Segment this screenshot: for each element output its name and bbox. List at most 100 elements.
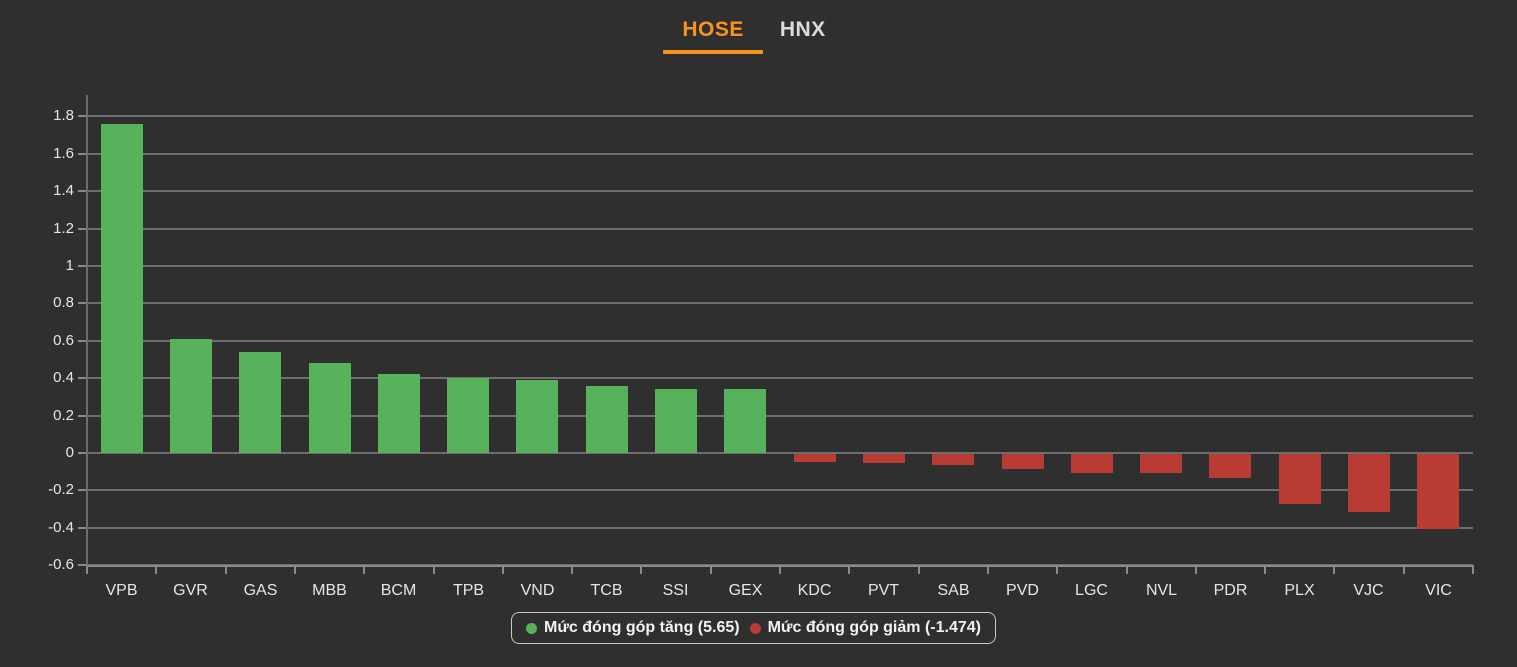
bar-LGC[interactable] — [1071, 454, 1113, 473]
bar-GEX[interactable] — [724, 389, 766, 453]
x-axis-tick — [225, 567, 227, 574]
x-axis-tick — [1264, 567, 1266, 574]
y-axis-tick-1.4 — [78, 190, 87, 192]
x-axis-tick — [1126, 567, 1128, 574]
x-axis-tick — [1056, 567, 1058, 574]
x-axis-tick — [918, 567, 920, 574]
y-axis-label--0.6: -0.6 — [48, 556, 74, 573]
x-axis-tick — [1472, 567, 1474, 574]
y-axis-tick-1 — [78, 265, 87, 267]
x-label-KDC: KDC — [797, 582, 832, 599]
y-axis-line — [86, 95, 88, 567]
x-axis-tick — [363, 567, 365, 574]
y-axis-tick-0.6 — [78, 340, 87, 342]
y-axis-label-1.4: 1.4 — [53, 182, 74, 199]
x-axis-tick — [640, 567, 642, 574]
legend-decrease-label: Mức đóng góp giảm (-1.474) — [767, 619, 981, 636]
bar-PLX[interactable] — [1279, 454, 1321, 504]
legend-item-decrease[interactable]: Mức đóng góp giảm (-1.474) — [749, 619, 981, 637]
x-label-GVR: GVR — [173, 582, 208, 599]
x-label-GAS: GAS — [243, 582, 278, 599]
y-axis-tick--0.4 — [78, 527, 87, 529]
gridline-1 — [87, 265, 1473, 267]
bar-TPB[interactable] — [447, 378, 489, 453]
gridline-1.2 — [87, 228, 1473, 230]
tab-hnx-label: HNX — [779, 18, 826, 41]
x-label-GEX: GEX — [728, 582, 763, 599]
x-axis-tick — [294, 567, 296, 574]
x-label-NVL: NVL — [1145, 582, 1178, 599]
x-axis-tick — [433, 567, 435, 574]
gridline-0.4 — [87, 377, 1473, 379]
x-label-MBB: MBB — [312, 582, 347, 599]
gridline-1.8 — [87, 115, 1473, 117]
y-axis-label-0.8: 0.8 — [53, 294, 74, 311]
gridline-1.4 — [87, 190, 1473, 192]
y-axis-label-1: 1 — [65, 257, 74, 274]
x-axis-tick — [571, 567, 573, 574]
x-axis-tick — [1195, 567, 1197, 574]
x-label-PLX: PLX — [1284, 582, 1315, 599]
bar-VND[interactable] — [516, 380, 558, 453]
bar-PVD[interactable] — [1002, 454, 1044, 469]
y-axis-label-0.6: 0.6 — [53, 332, 74, 349]
y-axis-tick-0.2 — [78, 415, 87, 417]
increase-dot-icon — [526, 622, 538, 634]
legend-item-increase[interactable]: Mức đóng góp tăng (5.65) — [526, 619, 740, 637]
bar-TCB[interactable] — [586, 386, 628, 453]
active-tab-underline — [663, 50, 763, 54]
bar-BCM[interactable] — [378, 374, 420, 453]
x-label-BCM: BCM — [380, 582, 417, 599]
y-axis-label-0.4: 0.4 — [53, 369, 74, 386]
bar-VJC[interactable] — [1348, 454, 1390, 512]
x-axis-tick — [502, 567, 504, 574]
x-label-VND: VND — [520, 582, 555, 599]
y-axis-tick--0.6 — [78, 564, 87, 566]
bar-GVR[interactable] — [170, 339, 212, 453]
y-axis-tick-0.4 — [78, 377, 87, 379]
bar-VIC[interactable] — [1417, 454, 1459, 529]
bar-SSI[interactable] — [655, 389, 697, 453]
y-axis-tick--0.2 — [78, 489, 87, 491]
tab-hose-label: HOSE — [682, 18, 744, 41]
bar-SAB[interactable] — [932, 454, 974, 465]
decrease-dot-icon — [749, 622, 761, 634]
gridline--0.4 — [87, 527, 1473, 529]
y-axis-tick-1.2 — [78, 228, 87, 230]
gridline-0 — [87, 452, 1473, 454]
x-axis-tick — [86, 567, 88, 574]
y-axis-label-1.8: 1.8 — [53, 107, 74, 124]
exchange-tabs: HOSE HNX — [0, 14, 1517, 54]
y-axis-tick-0.8 — [78, 302, 87, 304]
bar-GAS[interactable] — [239, 352, 281, 453]
x-axis-tick — [848, 567, 850, 574]
gridline--0.2 — [87, 489, 1473, 491]
x-label-VJC: VJC — [1353, 582, 1384, 599]
x-axis-tick — [779, 567, 781, 574]
bar-MBB[interactable] — [309, 363, 351, 453]
x-label-PDR: PDR — [1213, 582, 1248, 599]
y-axis-label-1.2: 1.2 — [53, 220, 74, 237]
y-axis-label--0.2: -0.2 — [48, 481, 74, 498]
x-axis-tick — [1333, 567, 1335, 574]
x-axis-tick — [987, 567, 989, 574]
gridline-0.6 — [87, 340, 1473, 342]
x-label-PVT: PVT — [867, 582, 900, 599]
x-label-VIC: VIC — [1425, 582, 1452, 599]
tab-hose[interactable]: HOSE — [663, 14, 763, 54]
gridline-0.8 — [87, 302, 1473, 304]
y-axis-tick-1.6 — [78, 153, 87, 155]
tab-hnx[interactable]: HNX — [780, 14, 826, 54]
x-label-SAB: SAB — [937, 582, 970, 599]
x-label-SSI: SSI — [662, 582, 689, 599]
bar-NVL[interactable] — [1140, 454, 1182, 473]
bar-VPB[interactable] — [101, 124, 143, 453]
bar-KDC[interactable] — [794, 454, 836, 462]
bar-PVT[interactable] — [863, 454, 905, 463]
x-label-VPB: VPB — [105, 582, 138, 599]
bar-PDR[interactable] — [1209, 454, 1251, 478]
x-axis-tick — [155, 567, 157, 574]
legend-box: Mức đóng góp tăng (5.65) Mức đóng góp gi… — [511, 612, 996, 644]
